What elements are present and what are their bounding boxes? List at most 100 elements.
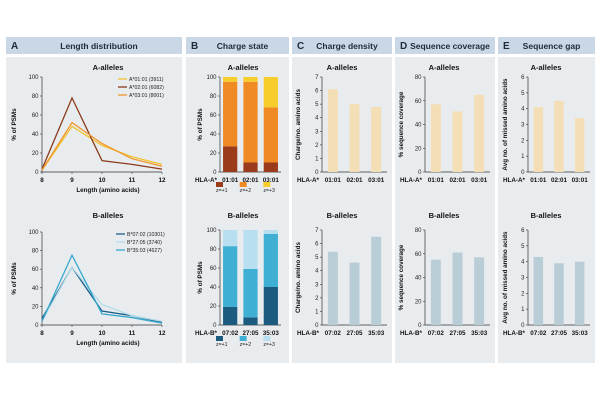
x-tick-label: 8 bbox=[40, 177, 44, 184]
panel-header bbox=[498, 37, 595, 54]
bar-segment bbox=[263, 107, 278, 163]
y-axis-label: % sequence coverage bbox=[398, 91, 405, 157]
panel-header bbox=[6, 37, 182, 54]
y-tick-label: 20 bbox=[32, 304, 39, 310]
series-line bbox=[41, 121, 163, 171]
bar bbox=[554, 100, 564, 172]
bar bbox=[430, 259, 441, 325]
bar bbox=[327, 251, 338, 325]
x-axis-prefix: HLA-A* bbox=[297, 177, 320, 184]
y-tick-label: 40 bbox=[210, 132, 217, 138]
legend-entry: z=+1 bbox=[216, 188, 228, 194]
panel-header bbox=[292, 37, 392, 54]
x-tick-label: 12 bbox=[158, 177, 166, 184]
legend-entry: z=+3 bbox=[263, 188, 275, 194]
y-tick-label: 0 bbox=[213, 323, 217, 329]
y-tick-label: 2 bbox=[521, 291, 525, 297]
y-tick-label: 60 bbox=[210, 113, 217, 119]
x-tick-label: 35:03 bbox=[263, 330, 280, 337]
x-tick-label: 03:01 bbox=[368, 177, 385, 184]
chart-title: A-alleles bbox=[93, 63, 124, 72]
x-tick-label: 03:01 bbox=[471, 177, 488, 184]
y-tick-label: 100 bbox=[206, 75, 217, 81]
x-tick-label: 01:01 bbox=[530, 177, 547, 184]
y-tick-label: 0 bbox=[521, 170, 525, 176]
x-tick-label: 35:03 bbox=[471, 330, 488, 337]
y-tick-label: 6 bbox=[315, 89, 319, 95]
legend-swatch bbox=[263, 336, 271, 341]
bar-segment bbox=[243, 77, 258, 82]
y-tick-label: 2 bbox=[315, 143, 319, 149]
x-tick-label: 8 bbox=[40, 330, 44, 337]
x-tick-label: 27:05 bbox=[346, 330, 363, 337]
x-tick-label: 35:03 bbox=[368, 330, 385, 337]
y-tick-label: 5 bbox=[521, 91, 525, 97]
y-tick-label: 0 bbox=[35, 323, 39, 329]
legend-entry: B*07:02 (10301) bbox=[127, 232, 165, 238]
chart-title: A-alleles bbox=[327, 63, 358, 72]
bar-segment bbox=[263, 233, 278, 287]
x-tick-label: 02:01 bbox=[551, 177, 568, 184]
bar bbox=[474, 257, 485, 325]
bar-segment bbox=[223, 230, 238, 247]
bar bbox=[430, 104, 441, 172]
x-axis-prefix: HLA-B* bbox=[195, 330, 218, 337]
x-tick-label: 10 bbox=[98, 330, 106, 337]
bar-segment bbox=[243, 317, 258, 325]
panel-a: A Length distribution bbox=[6, 37, 182, 363]
y-tick-label: 80 bbox=[210, 94, 217, 100]
bar bbox=[349, 262, 360, 325]
y-tick-label: 5 bbox=[521, 244, 525, 250]
y-tick-label: 80 bbox=[415, 75, 422, 81]
y-tick-label: 60 bbox=[415, 99, 422, 105]
legend-entry: A*03:01 (8001) bbox=[129, 93, 164, 99]
y-tick-label: 3 bbox=[315, 129, 319, 135]
y-tick-label: 100 bbox=[28, 230, 39, 236]
chart-a-bottom: B-alleles % of PSMs 0 20 40 60 80 100 8 9 10 11 12 Le… bbox=[11, 211, 166, 347]
y-tick-label: 100 bbox=[206, 228, 217, 234]
x-tick-label: 07:02 bbox=[428, 330, 445, 337]
bar bbox=[327, 89, 338, 172]
y-tick-label: 80 bbox=[32, 249, 39, 255]
chart-c-bottom: B-alleles Charge/no. amino acids 0 1 2 3 4 5 6 7 H… bbox=[295, 211, 387, 337]
chart-e-bottom: B-alleles Avg no. of missed amino acids 0 1… bbox=[502, 211, 590, 337]
y-axis-label: Charge/no. amino acids bbox=[295, 88, 302, 160]
chart-c-top: A-alleles Charge/no. amino acids 0 1 2 3 4 5 6 7 H… bbox=[295, 63, 387, 184]
y-tick-label: 1 bbox=[315, 309, 319, 315]
legend-entry: z=+2 bbox=[240, 342, 252, 348]
legend-swatch bbox=[239, 182, 247, 187]
x-axis-prefix: HLA-B* bbox=[297, 330, 320, 337]
y-axis-label: % of PSMs bbox=[197, 108, 204, 141]
y-tick-label: 0 bbox=[315, 323, 319, 329]
chart-title: B-alleles bbox=[531, 211, 562, 220]
chart-title: A-alleles bbox=[228, 63, 259, 72]
bar-segment bbox=[223, 306, 238, 325]
y-tick-label: 20 bbox=[32, 151, 39, 157]
y-tick-label: 4 bbox=[521, 260, 525, 266]
panel-title: Charge density bbox=[316, 41, 378, 51]
y-tick-label: 0 bbox=[213, 170, 217, 176]
legend-swatch bbox=[239, 336, 247, 341]
y-tick-label: 100 bbox=[28, 75, 39, 81]
y-tick-label: 80 bbox=[210, 247, 217, 253]
bar-segment bbox=[223, 146, 238, 172]
x-tick-label: 01:01 bbox=[428, 177, 445, 184]
bar bbox=[452, 111, 463, 172]
chart-d-top: A-alleles % sequence coverage 0 20 40 60 80 HLA… bbox=[398, 63, 490, 184]
x-tick-label: 02:01 bbox=[242, 177, 259, 184]
y-tick-label: 6 bbox=[521, 228, 525, 234]
bar bbox=[371, 106, 382, 172]
x-axis-label: Length (amino acids) bbox=[76, 340, 139, 347]
y-tick-label: 20 bbox=[210, 304, 217, 310]
legend-entry: A*01:01 (3911) bbox=[129, 77, 164, 83]
x-axis-prefix: HLA-A* bbox=[400, 177, 423, 184]
y-tick-label: 40 bbox=[32, 132, 39, 138]
x-axis-label: Length (amino acids) bbox=[76, 187, 139, 194]
y-axis-label: % of PSMs bbox=[197, 261, 204, 294]
y-tick-label: 0 bbox=[418, 170, 422, 176]
panel-letter: C bbox=[297, 41, 304, 52]
y-tick-label: 20 bbox=[415, 299, 422, 305]
x-tick-label: 03:01 bbox=[572, 177, 589, 184]
bar-segment bbox=[223, 246, 238, 307]
